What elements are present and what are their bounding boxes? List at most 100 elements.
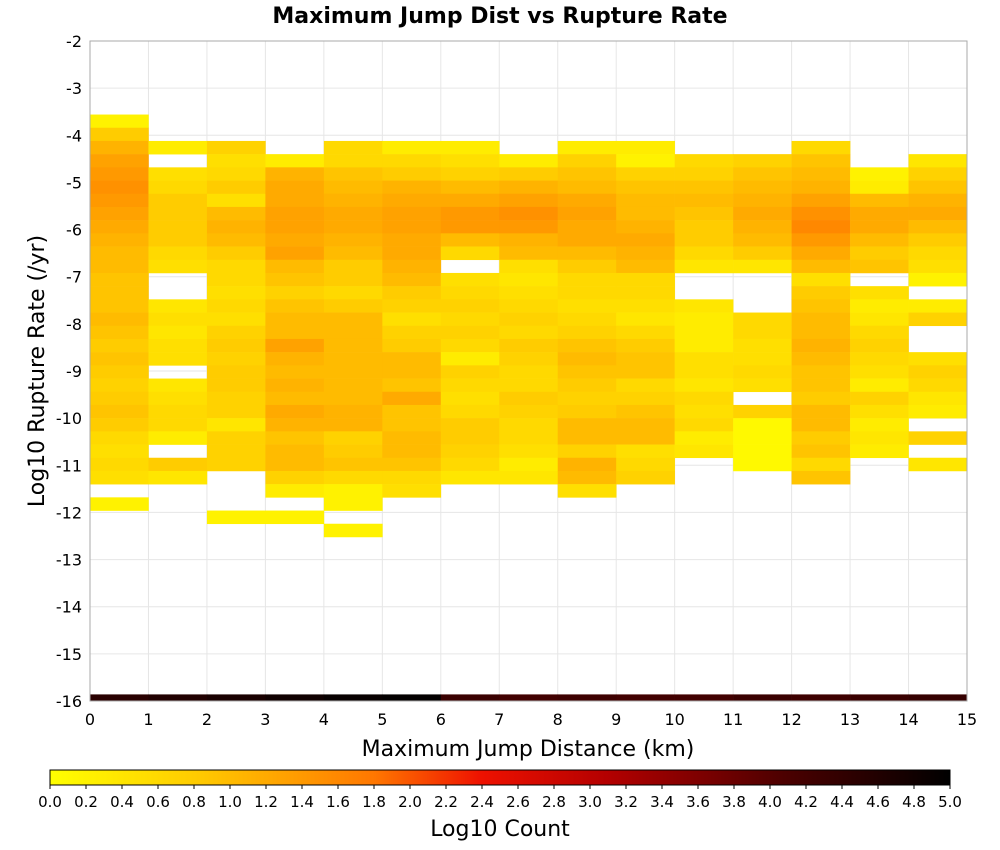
heatmap-cell bbox=[733, 154, 792, 168]
x-tick-label: 15 bbox=[957, 710, 977, 729]
heatmap-cells bbox=[90, 114, 968, 701]
heatmap-cell bbox=[791, 457, 851, 472]
heatmap-cell bbox=[265, 312, 325, 327]
heatmap-cell bbox=[206, 391, 266, 406]
heatmap-cell bbox=[382, 180, 442, 195]
heatmap-cell bbox=[674, 444, 734, 459]
heatmap-cell bbox=[733, 312, 792, 327]
heatmap-cell bbox=[148, 246, 208, 261]
heatmap-cell bbox=[148, 404, 208, 419]
heatmap-cell bbox=[557, 378, 617, 393]
heatmap-cell bbox=[206, 694, 266, 701]
heatmap-cell bbox=[616, 193, 675, 208]
heatmap-cell bbox=[440, 272, 500, 287]
heatmap-cell bbox=[206, 312, 266, 327]
heatmap-cell bbox=[557, 167, 617, 181]
heatmap-cell bbox=[206, 233, 266, 247]
heatmap-cell bbox=[908, 167, 968, 181]
heatmap-cell bbox=[791, 418, 851, 432]
heatmap-cell bbox=[616, 299, 675, 313]
heatmap-cell bbox=[850, 206, 909, 221]
heatmap-cell bbox=[206, 140, 266, 155]
x-tick-label: 10 bbox=[664, 710, 684, 729]
x-tick-label: 9 bbox=[611, 710, 621, 729]
heatmap-cell bbox=[674, 694, 734, 701]
heatmap-cell bbox=[674, 233, 734, 247]
heatmap-cell bbox=[206, 299, 266, 313]
heatmap-cell bbox=[148, 180, 208, 195]
heatmap-cell bbox=[382, 404, 442, 419]
x-tick-label: 5 bbox=[377, 710, 387, 729]
colorbar-tick-label: 4.0 bbox=[758, 793, 782, 811]
heatmap-cell bbox=[440, 352, 500, 366]
heatmap-cell bbox=[499, 338, 559, 353]
heatmap-cell bbox=[674, 378, 734, 393]
y-tick-label: -5 bbox=[66, 173, 82, 192]
heatmap-cell bbox=[674, 418, 734, 432]
colorbar-tick-label: 1.8 bbox=[362, 793, 386, 811]
heatmap-cell bbox=[148, 431, 208, 445]
colorbar-tick-label: 2.2 bbox=[434, 793, 458, 811]
heatmap-cell bbox=[557, 418, 617, 432]
colorbar-tick-label: 4.8 bbox=[902, 793, 926, 811]
heatmap-cell bbox=[499, 312, 559, 327]
heatmap-cell bbox=[265, 272, 325, 287]
heatmap-cell bbox=[440, 325, 500, 340]
heatmap-cell bbox=[557, 457, 617, 472]
x-tick-label: 7 bbox=[494, 710, 504, 729]
heatmap-cell bbox=[616, 246, 675, 261]
heatmap-cell bbox=[616, 338, 675, 353]
y-tick-label: -15 bbox=[56, 645, 82, 664]
heatmap-cell bbox=[382, 154, 442, 168]
heatmap-cell bbox=[908, 404, 968, 419]
heatmap-cell bbox=[616, 391, 675, 406]
heatmap-cell bbox=[557, 431, 617, 445]
heatmap-cell bbox=[791, 470, 851, 485]
heatmap-cell bbox=[440, 154, 500, 168]
heatmap-cell bbox=[616, 154, 675, 168]
heatmap-cell bbox=[265, 246, 325, 261]
heatmap-cell bbox=[499, 272, 559, 287]
heatmap-cell bbox=[850, 259, 909, 274]
heatmap-cell bbox=[850, 180, 909, 195]
heatmap-cell bbox=[850, 391, 909, 406]
heatmap-cell bbox=[90, 140, 149, 155]
heatmap-cell bbox=[557, 338, 617, 353]
heatmap-cell bbox=[674, 154, 734, 168]
heatmap-cell bbox=[557, 694, 617, 701]
heatmap-cell bbox=[206, 338, 266, 353]
heatmap-cell bbox=[616, 312, 675, 327]
y-tick-label: -14 bbox=[56, 598, 82, 617]
heatmap-cell bbox=[616, 220, 675, 234]
x-tick-label: 3 bbox=[260, 710, 270, 729]
heatmap-cell bbox=[148, 206, 208, 221]
heatmap-cell bbox=[90, 272, 149, 287]
heatmap-cell bbox=[791, 154, 851, 168]
heatmap-cell bbox=[791, 233, 851, 247]
heatmap-cell bbox=[499, 431, 559, 445]
heatmap-cell bbox=[206, 220, 266, 234]
colorbar-tick-label: 1.0 bbox=[218, 793, 242, 811]
heatmap-cell bbox=[733, 259, 792, 274]
heatmap-cell bbox=[850, 220, 909, 234]
heatmap-cell bbox=[265, 154, 325, 168]
heatmap-cell bbox=[440, 457, 500, 472]
heatmap-cell bbox=[674, 193, 734, 208]
heatmap-cell bbox=[90, 378, 149, 393]
heatmap-cell bbox=[674, 365, 734, 379]
heatmap-cell bbox=[148, 352, 208, 366]
heatmap-cell bbox=[791, 431, 851, 445]
heatmap-cell bbox=[265, 391, 325, 406]
heatmap-cell bbox=[323, 391, 383, 406]
colorbar-tick-label: 0.2 bbox=[74, 793, 98, 811]
colorbar-tick-label: 3.6 bbox=[686, 793, 710, 811]
heatmap-cell bbox=[674, 338, 734, 353]
heatmap-cell bbox=[440, 246, 500, 261]
colorbar-tick-label: 1.6 bbox=[326, 793, 350, 811]
heatmap-cell bbox=[733, 444, 792, 459]
heatmap-cell bbox=[908, 431, 968, 445]
heatmap-cell bbox=[323, 206, 383, 221]
heatmap-cell bbox=[382, 299, 442, 313]
heatmap-cell bbox=[382, 484, 442, 498]
heatmap-cell bbox=[733, 431, 792, 445]
